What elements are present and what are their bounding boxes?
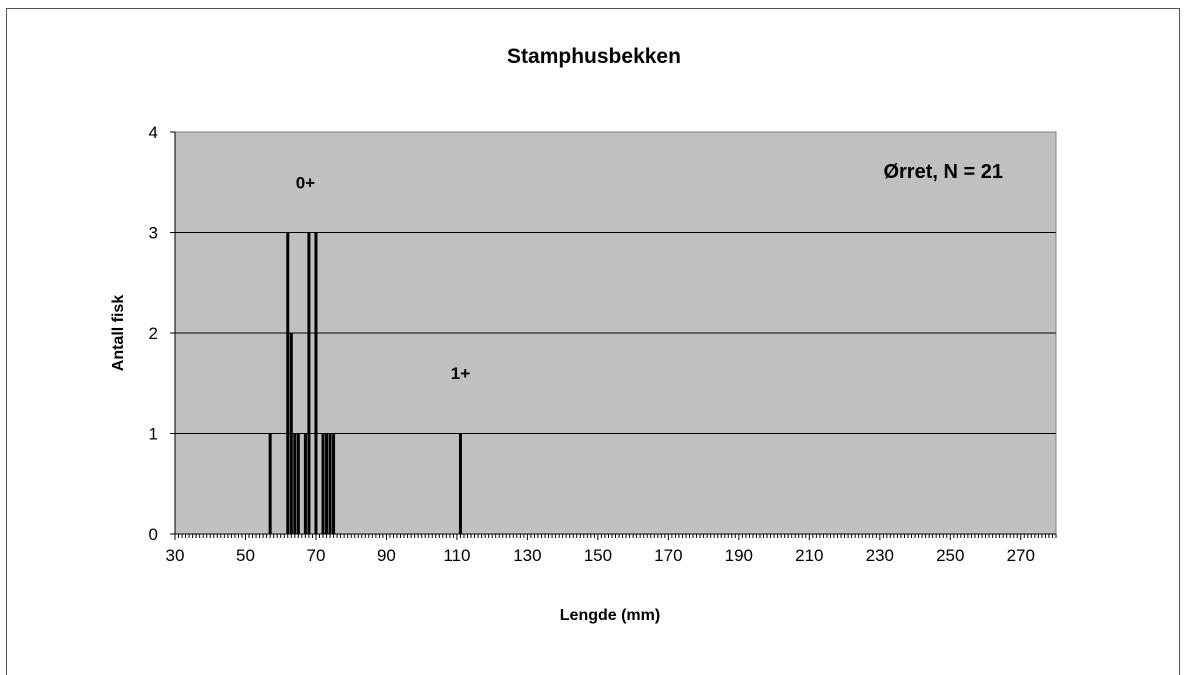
x-tick-label: 110 (443, 546, 470, 565)
x-tick-label: 270 (1007, 546, 1035, 565)
bar (296, 433, 300, 534)
x-tick-label: 170 (654, 546, 682, 565)
x-axis-label: Lengde (mm) (560, 607, 660, 624)
bar (303, 433, 307, 534)
chart-title: Stamphusbekken (507, 45, 681, 68)
bar (321, 433, 325, 534)
annotation: 1+ (451, 364, 470, 383)
bar (307, 232, 311, 534)
bar (325, 433, 329, 534)
x-tick-label: 90 (377, 546, 396, 565)
bar (328, 433, 332, 534)
x-tick-label: 250 (936, 546, 964, 565)
x-tick-label: 150 (584, 546, 612, 565)
bar (332, 433, 336, 534)
bar (289, 333, 293, 534)
bars (268, 232, 462, 534)
y-tick-label: 2 (149, 324, 158, 343)
x-tick-label: 230 (866, 546, 894, 565)
x-axis: 30 50 70 90 110 130 150 170 190 210 230 250 270 (166, 533, 1057, 565)
chart-frame (6, 8, 1180, 675)
bar (458, 433, 462, 534)
y-tick-label: 3 (149, 224, 158, 243)
x-tick-label: 30 (166, 546, 185, 565)
bar (314, 232, 318, 534)
bar (268, 433, 272, 534)
x-tick-label: 190 (725, 546, 753, 565)
y-tick-label: 1 (149, 425, 158, 444)
bar (293, 433, 297, 534)
bar (286, 232, 290, 534)
y-axis: 0 1 2 3 4 (149, 123, 176, 544)
y-tick-label: 4 (149, 123, 158, 142)
annotation: 0+ (296, 173, 315, 192)
x-tick-label: 130 (513, 546, 541, 565)
x-tick-label: 70 (306, 546, 325, 565)
y-tick-label: 0 (149, 525, 158, 544)
y-axis-label: Antall fisk (110, 295, 127, 372)
x-tick-label: 50 (236, 546, 255, 565)
annotations: 0+ 1+ Ørret, N = 21 (296, 161, 1003, 383)
annotation: Ørret, N = 21 (883, 161, 1003, 183)
x-tick-label: 210 (795, 546, 823, 565)
